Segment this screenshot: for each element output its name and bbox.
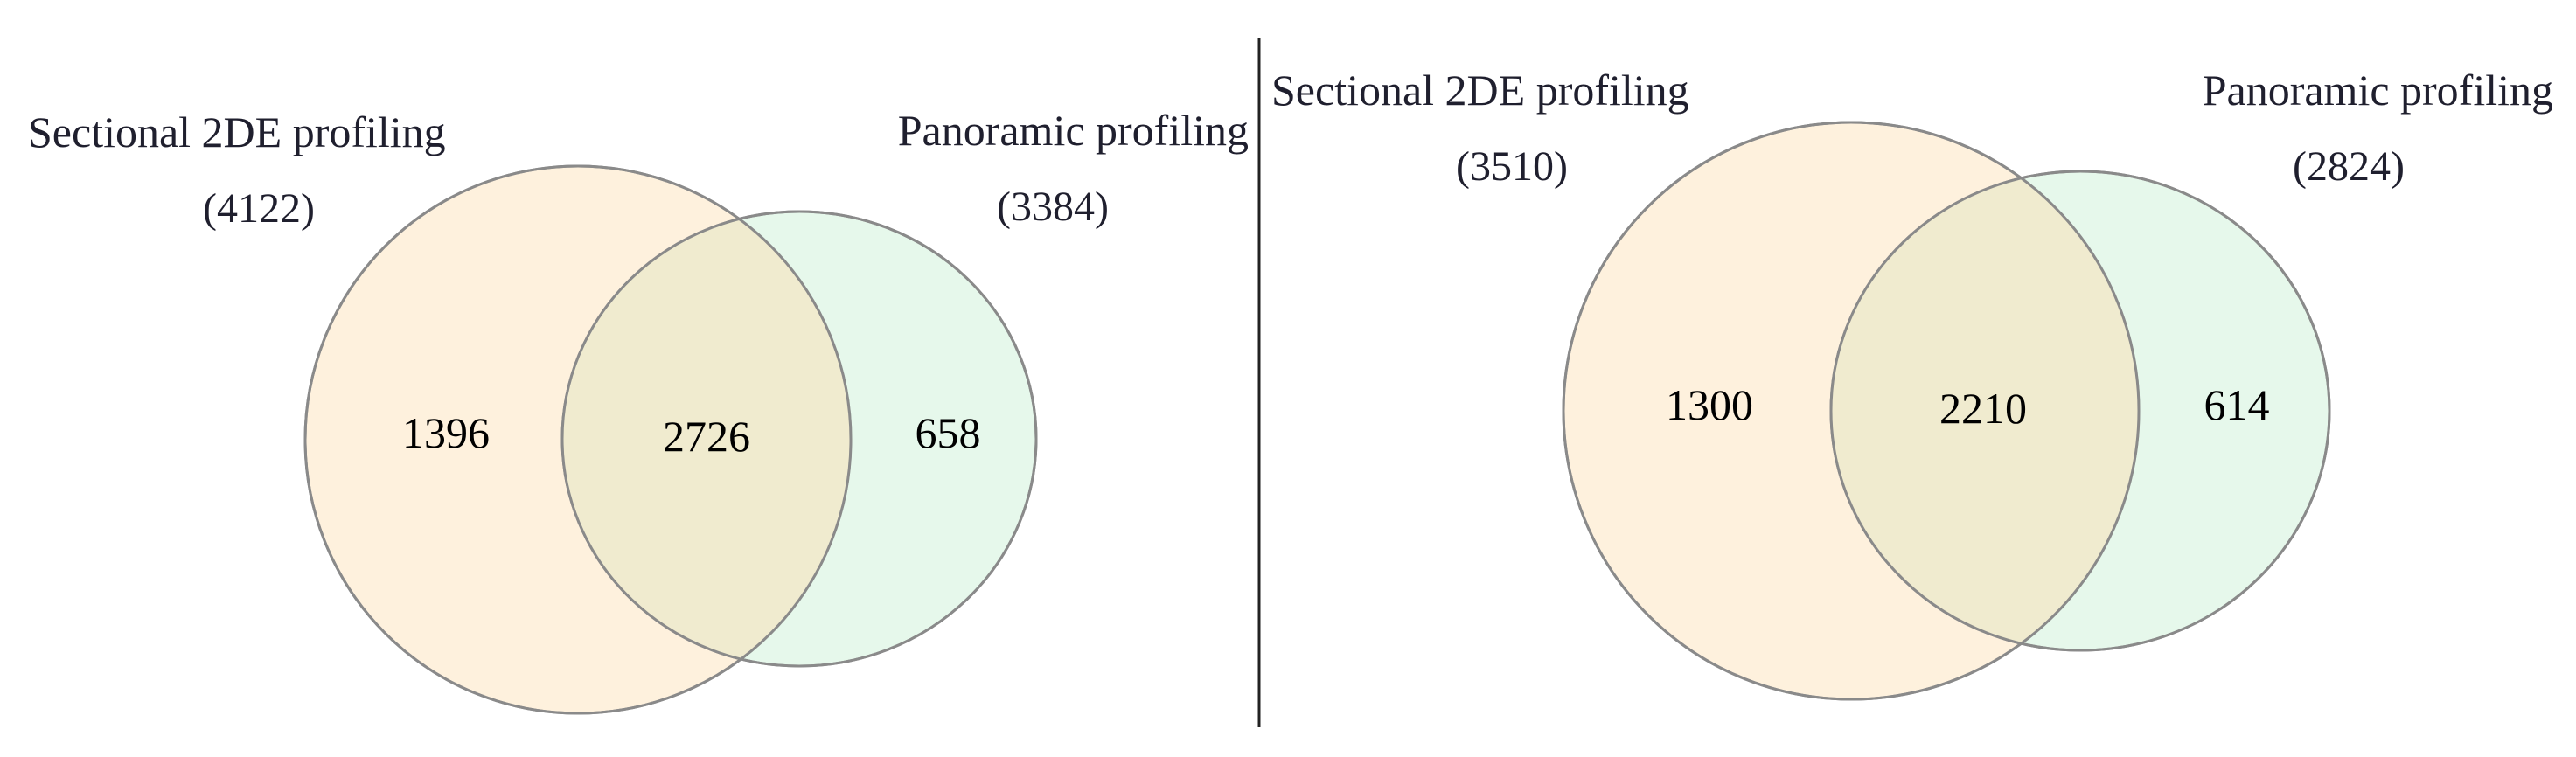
only-sectional-count-right: 1300 [1666,380,1753,429]
set-a-name-left: Sectional 2DE profiling [28,108,446,156]
set-b-total-left: (3384) [997,184,1109,230]
venn-panel-right: Sectional 2DE profiling (3510) Panoramic… [1271,66,2553,701]
only-sectional-count-left: 1396 [402,408,490,457]
venn-panel-left: Sectional 2DE profiling (4122) Panoramic… [28,106,1249,715]
set-b-name-left: Panoramic profiling [898,106,1249,155]
only-panoramic-count-left: 658 [916,408,981,457]
set-a-total-right: (3510) [1456,143,1568,190]
set-b-name-right: Panoramic profiling [2203,66,2553,115]
set-a-total-left: (4122) [203,185,315,232]
overlap-region-left [562,212,851,666]
set-b-total-right: (2824) [2293,143,2405,190]
set-a-name-right: Sectional 2DE profiling [1271,66,1689,115]
overlap-region-right [1831,171,2139,650]
only-panoramic-count-right: 614 [2204,380,2270,429]
overlap-count-right: 2210 [1939,384,2027,433]
overlap-count-left: 2726 [663,412,750,461]
